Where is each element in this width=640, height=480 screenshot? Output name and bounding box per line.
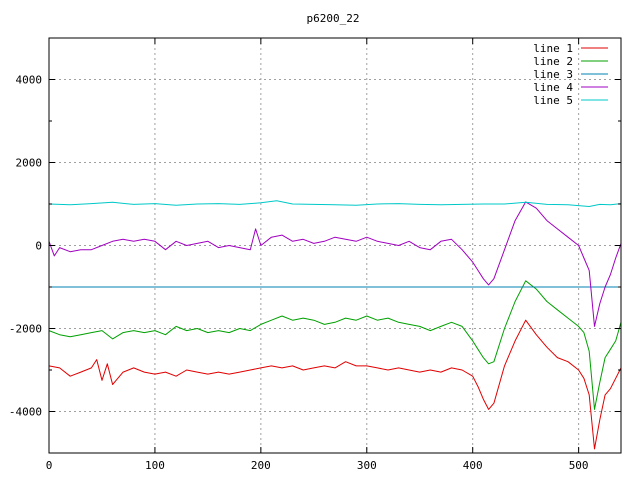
legend-label: line 4 bbox=[533, 81, 573, 94]
legend-label: line 3 bbox=[533, 68, 573, 81]
y-tick-label: 4000 bbox=[16, 74, 43, 87]
chart-title: p6200_22 bbox=[307, 12, 360, 25]
x-tick-label: 300 bbox=[357, 459, 377, 472]
series-line-5-line bbox=[48, 200, 622, 207]
x-tick-label: 200 bbox=[251, 459, 271, 472]
y-tick-label: 2000 bbox=[16, 157, 43, 170]
legend-label: line 2 bbox=[533, 55, 573, 68]
x-tick-label: 100 bbox=[145, 459, 165, 472]
series-line-2-line bbox=[48, 280, 622, 410]
y-tick-label: 0 bbox=[35, 240, 42, 253]
axis-ticks: -4000 -2000 0 2000 4000 0 100 200 300 400 500 bbox=[9, 38, 621, 472]
x-tick-label: 0 bbox=[46, 459, 53, 472]
y-tick-label: -2000 bbox=[9, 323, 42, 336]
y-tick-label: -4000 bbox=[9, 406, 42, 419]
series-lines bbox=[48, 200, 622, 450]
x-tick-label: 500 bbox=[569, 459, 589, 472]
x-tick-label: 400 bbox=[463, 459, 483, 472]
legend-label: line 1 bbox=[533, 42, 573, 55]
series-line-1-line bbox=[48, 319, 622, 450]
legend-label: line 5 bbox=[533, 94, 573, 107]
series-line-4-line bbox=[48, 201, 622, 327]
